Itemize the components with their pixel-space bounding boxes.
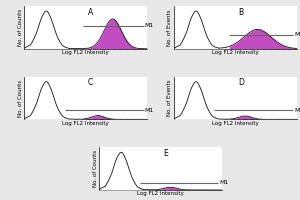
Text: C: C <box>88 78 93 87</box>
Text: M1: M1 <box>295 32 300 37</box>
Y-axis label: No. of Counts: No. of Counts <box>92 150 98 187</box>
Text: E: E <box>163 149 168 158</box>
Text: M1: M1 <box>220 180 229 185</box>
X-axis label: Log FL2 Intensity: Log FL2 Intensity <box>212 50 259 55</box>
X-axis label: Log FL2 Intensity: Log FL2 Intensity <box>62 50 109 55</box>
Y-axis label: No. of Counts: No. of Counts <box>18 79 22 117</box>
X-axis label: Log FL2 Intensity: Log FL2 Intensity <box>212 121 259 126</box>
Text: M1: M1 <box>295 108 300 113</box>
Text: A: A <box>88 8 93 17</box>
X-axis label: Log FL2 Intensity: Log FL2 Intensity <box>62 121 109 126</box>
Y-axis label: No. of Events: No. of Events <box>167 9 172 46</box>
Text: M1: M1 <box>145 108 154 113</box>
Text: D: D <box>238 78 244 87</box>
Y-axis label: No. of Events: No. of Events <box>167 80 172 116</box>
Y-axis label: No. of Counts: No. of Counts <box>18 9 22 46</box>
X-axis label: Log FL2 Intensity: Log FL2 Intensity <box>137 191 184 196</box>
Text: M1: M1 <box>145 23 154 28</box>
Text: B: B <box>238 8 243 17</box>
